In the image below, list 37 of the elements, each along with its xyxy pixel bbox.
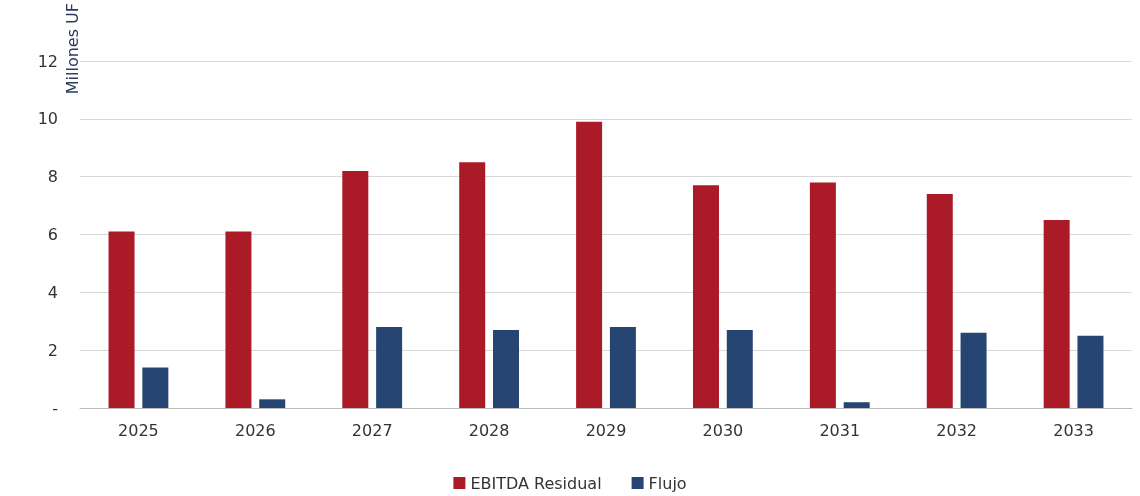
bar	[726, 329, 753, 408]
x-tick-label: 2027	[351, 420, 393, 440]
bar	[142, 367, 169, 408]
legend-label: EBITDA Residual	[470, 473, 602, 493]
y-tick-label: 12	[37, 51, 58, 71]
bar	[108, 231, 135, 408]
bar	[1077, 335, 1104, 408]
x-tick-label: 2026	[234, 420, 276, 440]
x-tick-label: 2033	[1053, 420, 1094, 440]
bar	[376, 327, 403, 408]
bar	[692, 185, 719, 408]
x-tick-label: 2029	[585, 420, 627, 440]
bar	[809, 182, 836, 408]
x-tick-label: 2028	[468, 420, 510, 440]
y-tick-label: -	[52, 398, 58, 418]
bar	[493, 329, 520, 408]
bar	[960, 332, 987, 408]
x-tick-label: 2032	[936, 420, 978, 440]
y-tick-label: 2	[47, 340, 58, 360]
y-tick-label: 6	[47, 225, 58, 244]
y-axis-title: Millones UF	[62, 3, 82, 95]
x-tick-label: 2025	[118, 420, 159, 440]
y-tick-label: 10	[37, 109, 58, 129]
bar	[843, 402, 870, 408]
legend-label: Flujo	[648, 473, 687, 493]
bar	[609, 327, 636, 408]
x-tick-label: 2030	[702, 420, 744, 440]
y-tick-label: 4	[47, 282, 58, 302]
bar	[459, 162, 486, 408]
bar	[342, 170, 369, 408]
x-tick-label: 2031	[819, 420, 861, 440]
bar	[225, 231, 252, 408]
bar	[926, 194, 953, 408]
bar	[1043, 220, 1070, 408]
y-tick-label: 8	[47, 167, 58, 187]
bar	[576, 121, 603, 408]
bar	[259, 399, 286, 408]
